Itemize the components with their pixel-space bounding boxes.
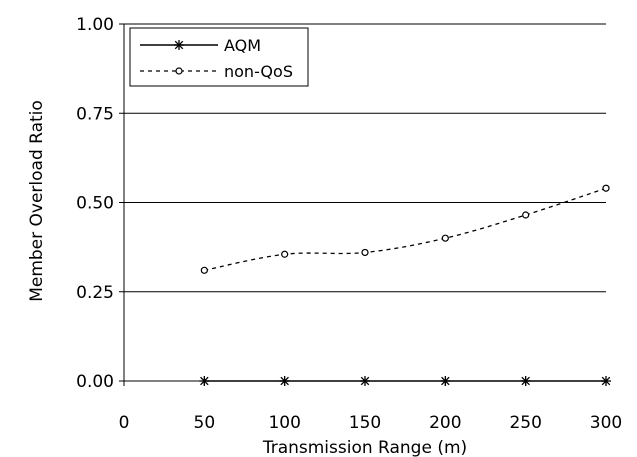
gridlines	[124, 23, 606, 293]
x-tick-label: 250	[509, 413, 541, 433]
y-axis-label: Member Overload Ratio	[27, 100, 47, 302]
legend-aqm-symbol-stroke	[174, 40, 184, 50]
legend-nonqos-symbol	[175, 67, 183, 75]
x-axis-label: Transmission Range (m)	[262, 438, 467, 457]
x-tick-label: 300	[590, 413, 622, 433]
legend: AQM non-QoS	[129, 27, 309, 87]
data-point-non-qos	[522, 211, 530, 219]
legend-nonqos-label: non-QoS	[224, 62, 293, 81]
legend-aqm-label: AQM	[224, 36, 261, 55]
series-non-qos	[200, 184, 610, 274]
y-tick-label: 1.00	[76, 15, 114, 35]
series-line-non-qos	[204, 187, 607, 271]
x-tick-labels: 0 50 100 150 200 250 300	[119, 413, 623, 433]
legend-aqm-symbol	[174, 40, 184, 50]
legend-nonqos-marker	[175, 67, 183, 75]
data-point-aqm	[199, 376, 210, 386]
data-point-non-qos	[281, 250, 289, 258]
data-point-aqm-stroke	[280, 376, 289, 386]
x-tick-label: 50	[194, 413, 216, 433]
data-point-non-qos	[361, 248, 369, 257]
x-tick-label: 150	[349, 413, 381, 433]
data-point-aqm	[601, 376, 611, 386]
data-point-aqm	[360, 376, 370, 386]
y-tick-label: 0.50	[76, 194, 114, 214]
data-point-aqm-stroke	[601, 376, 611, 386]
y-tick-label: 0.00	[76, 372, 114, 392]
data-point-aqm	[440, 376, 451, 386]
data-point-non-qos	[441, 234, 449, 242]
legend-box	[129, 27, 309, 87]
y-tick-label: 0.25	[76, 283, 114, 303]
series-aqm	[199, 376, 611, 386]
y-tick-labels: 0.00 0.25 0.50 0.75 1.00	[76, 15, 114, 392]
data-point-aqm-stroke	[360, 376, 370, 386]
x-tick-label: 200	[429, 413, 461, 433]
legend-aqm-marker	[174, 40, 184, 50]
data-point-non-qos	[200, 266, 208, 274]
data-point-aqm-stroke	[521, 376, 530, 386]
data-point-aqm-stroke	[200, 376, 209, 386]
data-point-aqm	[520, 376, 531, 386]
x-tick-label: 0	[119, 413, 130, 433]
data-point-non-qos	[602, 184, 610, 192]
y-tick-label: 0.75	[76, 104, 114, 124]
data-point-aqm	[279, 376, 290, 386]
series-layer	[199, 184, 611, 386]
x-tick-label: 100	[268, 413, 300, 433]
data-point-aqm-stroke	[441, 376, 450, 386]
